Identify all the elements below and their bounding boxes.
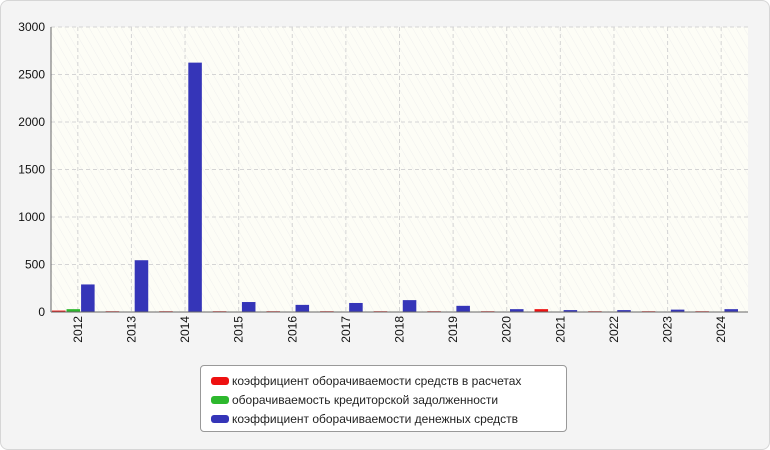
bar-3 <box>724 309 738 312</box>
bar-3 <box>563 310 578 312</box>
bar-3 <box>402 300 417 312</box>
bar-3 <box>670 309 685 312</box>
x-tick-label: 2020 <box>500 316 514 343</box>
y-tick-label: 2500 <box>18 68 45 82</box>
legend-item-series-1: коэффициент оборачиваемости средств в ра… <box>211 371 566 390</box>
legend-label-series-1: коэффициент оборачиваемости средств в ра… <box>232 373 522 388</box>
y-tick-label: 0 <box>38 305 45 319</box>
x-tick-label: 2018 <box>393 316 407 343</box>
x-tick-label: 2015 <box>232 316 246 343</box>
legend: коэффициент оборачиваемости средств в ра… <box>200 365 567 432</box>
x-tick-label: 2013 <box>124 316 138 343</box>
x-tick-label: 2017 <box>339 316 353 343</box>
y-tick-label: 500 <box>25 258 45 272</box>
legend-swatch-series-2 <box>211 395 229 404</box>
bar-1 <box>52 310 66 312</box>
x-tick-label: 2022 <box>607 316 621 343</box>
legend-label-series-2: оборачиваемость кредиторской задолженнос… <box>232 392 499 407</box>
x-tick-label: 2012 <box>71 316 85 343</box>
legend-swatch-series-1 <box>211 376 229 385</box>
bar-3 <box>456 305 470 312</box>
x-tick-label: 2023 <box>661 316 675 343</box>
legend-item-series-2: оборачиваемость кредиторской задолженнос… <box>211 390 566 409</box>
legend-swatch-series-3 <box>211 414 229 423</box>
y-tick-label: 1000 <box>18 210 45 224</box>
y-tick-label: 1500 <box>18 163 45 177</box>
x-tick-label: 2021 <box>553 316 567 343</box>
bar-3 <box>188 62 202 312</box>
bar-2 <box>66 309 81 312</box>
legend-item-series-3: коэффициент оборачиваемости денежных сре… <box>211 409 566 428</box>
bar-3 <box>81 284 95 312</box>
bar-3 <box>241 302 256 312</box>
x-tick-label: 2016 <box>285 316 299 343</box>
bar-3 <box>134 260 149 312</box>
x-tick-label: 2014 <box>178 316 192 343</box>
x-tick-label: 2019 <box>446 316 460 343</box>
bar-1 <box>534 309 549 312</box>
bar-3 <box>617 310 631 312</box>
bar-3 <box>349 302 363 312</box>
legend-label-series-3: коэффициент оборачиваемости денежных сре… <box>232 411 519 426</box>
y-tick-label: 3000 <box>18 20 45 34</box>
x-tick-label: 2024 <box>714 316 728 343</box>
y-tick-label: 2000 <box>18 115 45 129</box>
bar-3 <box>295 304 310 312</box>
bar-3 <box>510 309 524 312</box>
